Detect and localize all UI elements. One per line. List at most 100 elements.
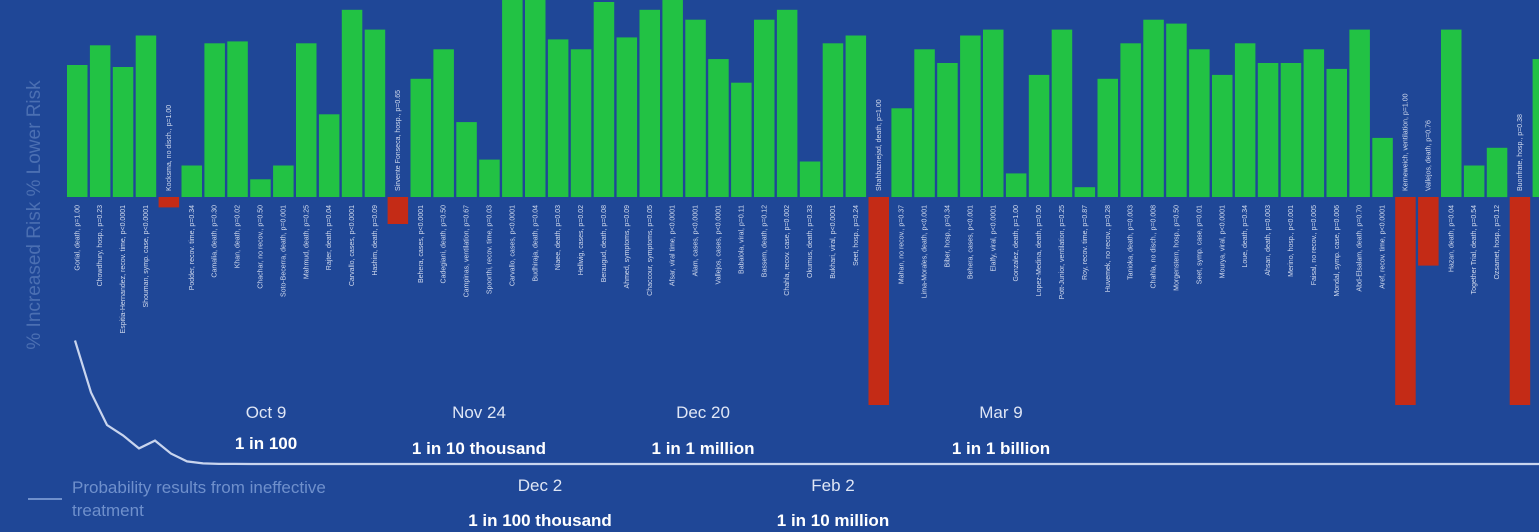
bar-label: Pott-Junior, ventilation, p=0.25 xyxy=(1059,205,1066,299)
bar xyxy=(685,19,706,198)
bar-label: Budhiraja, death, p=0.04 xyxy=(532,205,539,282)
annotation-probability: 1 in 10 million xyxy=(777,511,889,530)
bar xyxy=(708,59,729,197)
legend: Probability results from ineffective tre… xyxy=(28,476,332,522)
bar-label: Roy, recov. time, p=0.87 xyxy=(1082,205,1089,280)
bar xyxy=(570,49,592,198)
bar-label: Cadegiani, death, p=0.50 xyxy=(441,205,448,284)
bar-label: Seet, symp. case, p=0.01 xyxy=(1196,205,1203,284)
bar xyxy=(1051,29,1073,197)
bar xyxy=(1257,63,1279,197)
bar xyxy=(1166,23,1187,197)
bar xyxy=(891,108,912,197)
bar-label: Kerneweich, ventilation, p=1.00 xyxy=(1402,93,1409,191)
bar-label: Niaee, death, p=0.03 xyxy=(555,205,562,270)
bar-label: Huvemek, no recov., p=0.28 xyxy=(1105,205,1112,292)
bar-label: Mahmud, death, p=0.25 xyxy=(303,205,310,279)
bar xyxy=(868,197,889,405)
bar xyxy=(502,0,523,197)
annotation-date: Dec 20 xyxy=(676,403,730,422)
bar-label: Hashim, death, p=0.09 xyxy=(372,205,379,276)
legend-line-icon xyxy=(28,498,62,500)
bar xyxy=(822,43,844,197)
annotation-probability: 1 in 10 thousand xyxy=(412,439,546,458)
bar xyxy=(1212,74,1233,197)
bar-label: Espitia-Hernandez, recov. time, p<0.0001 xyxy=(120,205,127,334)
bar-label: Alam, cases, p<0.0001 xyxy=(693,205,700,277)
bar-label: Lopez-Medina, death, p=0.50 xyxy=(1036,205,1043,296)
bar xyxy=(1303,49,1325,198)
bar-label: Elalfy, viral, p<0.0001 xyxy=(990,205,997,272)
bar xyxy=(296,43,317,197)
bar-label: Biber, hosp., p=0.34 xyxy=(944,205,951,268)
bar-label: Campinas, ventilation, p=0.67 xyxy=(464,205,471,298)
bar-label: Podder, recov. time, p=0.34 xyxy=(189,205,196,290)
bar-label: Beraugud, death, p=0.08 xyxy=(601,205,608,282)
bar xyxy=(960,35,981,197)
bar-label: Vallejos, cases, p<0.0001 xyxy=(715,205,722,285)
bar xyxy=(89,45,111,197)
bar-label: Morgenstern, hosp., p=0.50 xyxy=(1173,205,1180,291)
bar-label: Vallejos, death, p=0.76 xyxy=(1425,120,1432,191)
bar xyxy=(525,0,546,197)
bar xyxy=(250,179,271,197)
bar-label: Sirvente Fonseca, hosp., p=0.65 xyxy=(395,90,402,191)
bar xyxy=(112,67,134,197)
bar xyxy=(1486,147,1508,198)
bar-label: Gorial, death, p=1.00 xyxy=(74,205,81,271)
bar xyxy=(1509,197,1531,405)
bar-label: Faisal, no recov., p=0.005 xyxy=(1311,205,1318,285)
bar-label: Bukhari, viral, p<0.0001 xyxy=(830,205,837,279)
bar xyxy=(639,9,660,197)
annotation-probability: 1 in 100 thousand xyxy=(468,511,612,530)
annotation-date: Feb 2 xyxy=(811,476,854,495)
bar-label: Chowdhury, hosp., p=0.23 xyxy=(97,205,104,287)
bar xyxy=(1097,78,1118,197)
bar xyxy=(593,2,615,197)
bar-label: Mondal, symp. case, p=0.006 xyxy=(1334,205,1341,297)
bar xyxy=(318,114,340,197)
bar-label: Carvallo, cases, p<0.0001 xyxy=(509,205,516,286)
bar xyxy=(1395,197,1416,405)
bar xyxy=(1074,187,1096,197)
bar xyxy=(799,161,821,197)
bar xyxy=(387,197,409,224)
legend-label: Probability results from ineffective tre… xyxy=(72,478,326,520)
bar-label: Buonfrate, hosp., p=0.38 xyxy=(1517,114,1524,191)
probability-curve xyxy=(73,340,1539,466)
bar-label: Ozsamet, hosp., p=0.12 xyxy=(1494,205,1501,280)
bar-label: Kocksma, no disch., p=1.00 xyxy=(166,105,173,191)
bar xyxy=(1280,63,1302,197)
bar-label: Merino, hosp., p<0.001 xyxy=(1288,205,1295,277)
bar xyxy=(227,41,248,198)
bar-label: Hellwig, cases, p=0.02 xyxy=(578,205,585,275)
bar-label: Afsar, viral time, p<0.0001 xyxy=(670,205,677,286)
bar xyxy=(1532,59,1539,197)
annotation-date: Mar 9 xyxy=(979,403,1022,422)
bar xyxy=(914,49,935,198)
bar xyxy=(1463,165,1485,197)
bar xyxy=(67,65,88,197)
bar xyxy=(1189,49,1210,198)
bar xyxy=(616,37,638,198)
bar-label: Hazan, death, p=0.04 xyxy=(1448,205,1455,272)
bar xyxy=(273,165,294,197)
bar xyxy=(1234,43,1256,197)
bar-label: Mourya, viral, p<0.0001 xyxy=(1219,205,1226,278)
bar-label: Chaccour, symptoms, p=0.05 xyxy=(647,205,654,296)
bar-label: Tanioka, death, p=0.003 xyxy=(1128,205,1135,280)
bar-label: Lima-Morales, death, p<0.001 xyxy=(922,205,929,298)
bar-label: Loue, death, p=0.34 xyxy=(1242,205,1249,268)
bar-label: Seet, hosp., p=0.24 xyxy=(853,205,860,266)
bar-label: Abd-Elsalam, death, p=0.70 xyxy=(1357,205,1364,292)
annotation-date: Nov 24 xyxy=(452,403,506,422)
bar-label: Soto-Becerra, death, p=0.001 xyxy=(280,205,287,297)
bar xyxy=(364,29,386,197)
annotation-probability: 1 in 1 billion xyxy=(952,439,1050,458)
bar-label: Okumus, death, p=0.33 xyxy=(807,205,814,278)
bar-label: Mahan, no recov., p=0.37 xyxy=(899,205,906,284)
bar xyxy=(662,0,683,197)
bar xyxy=(181,165,202,197)
bar-label: Ahsan, death, p=0.003 xyxy=(1265,205,1272,276)
